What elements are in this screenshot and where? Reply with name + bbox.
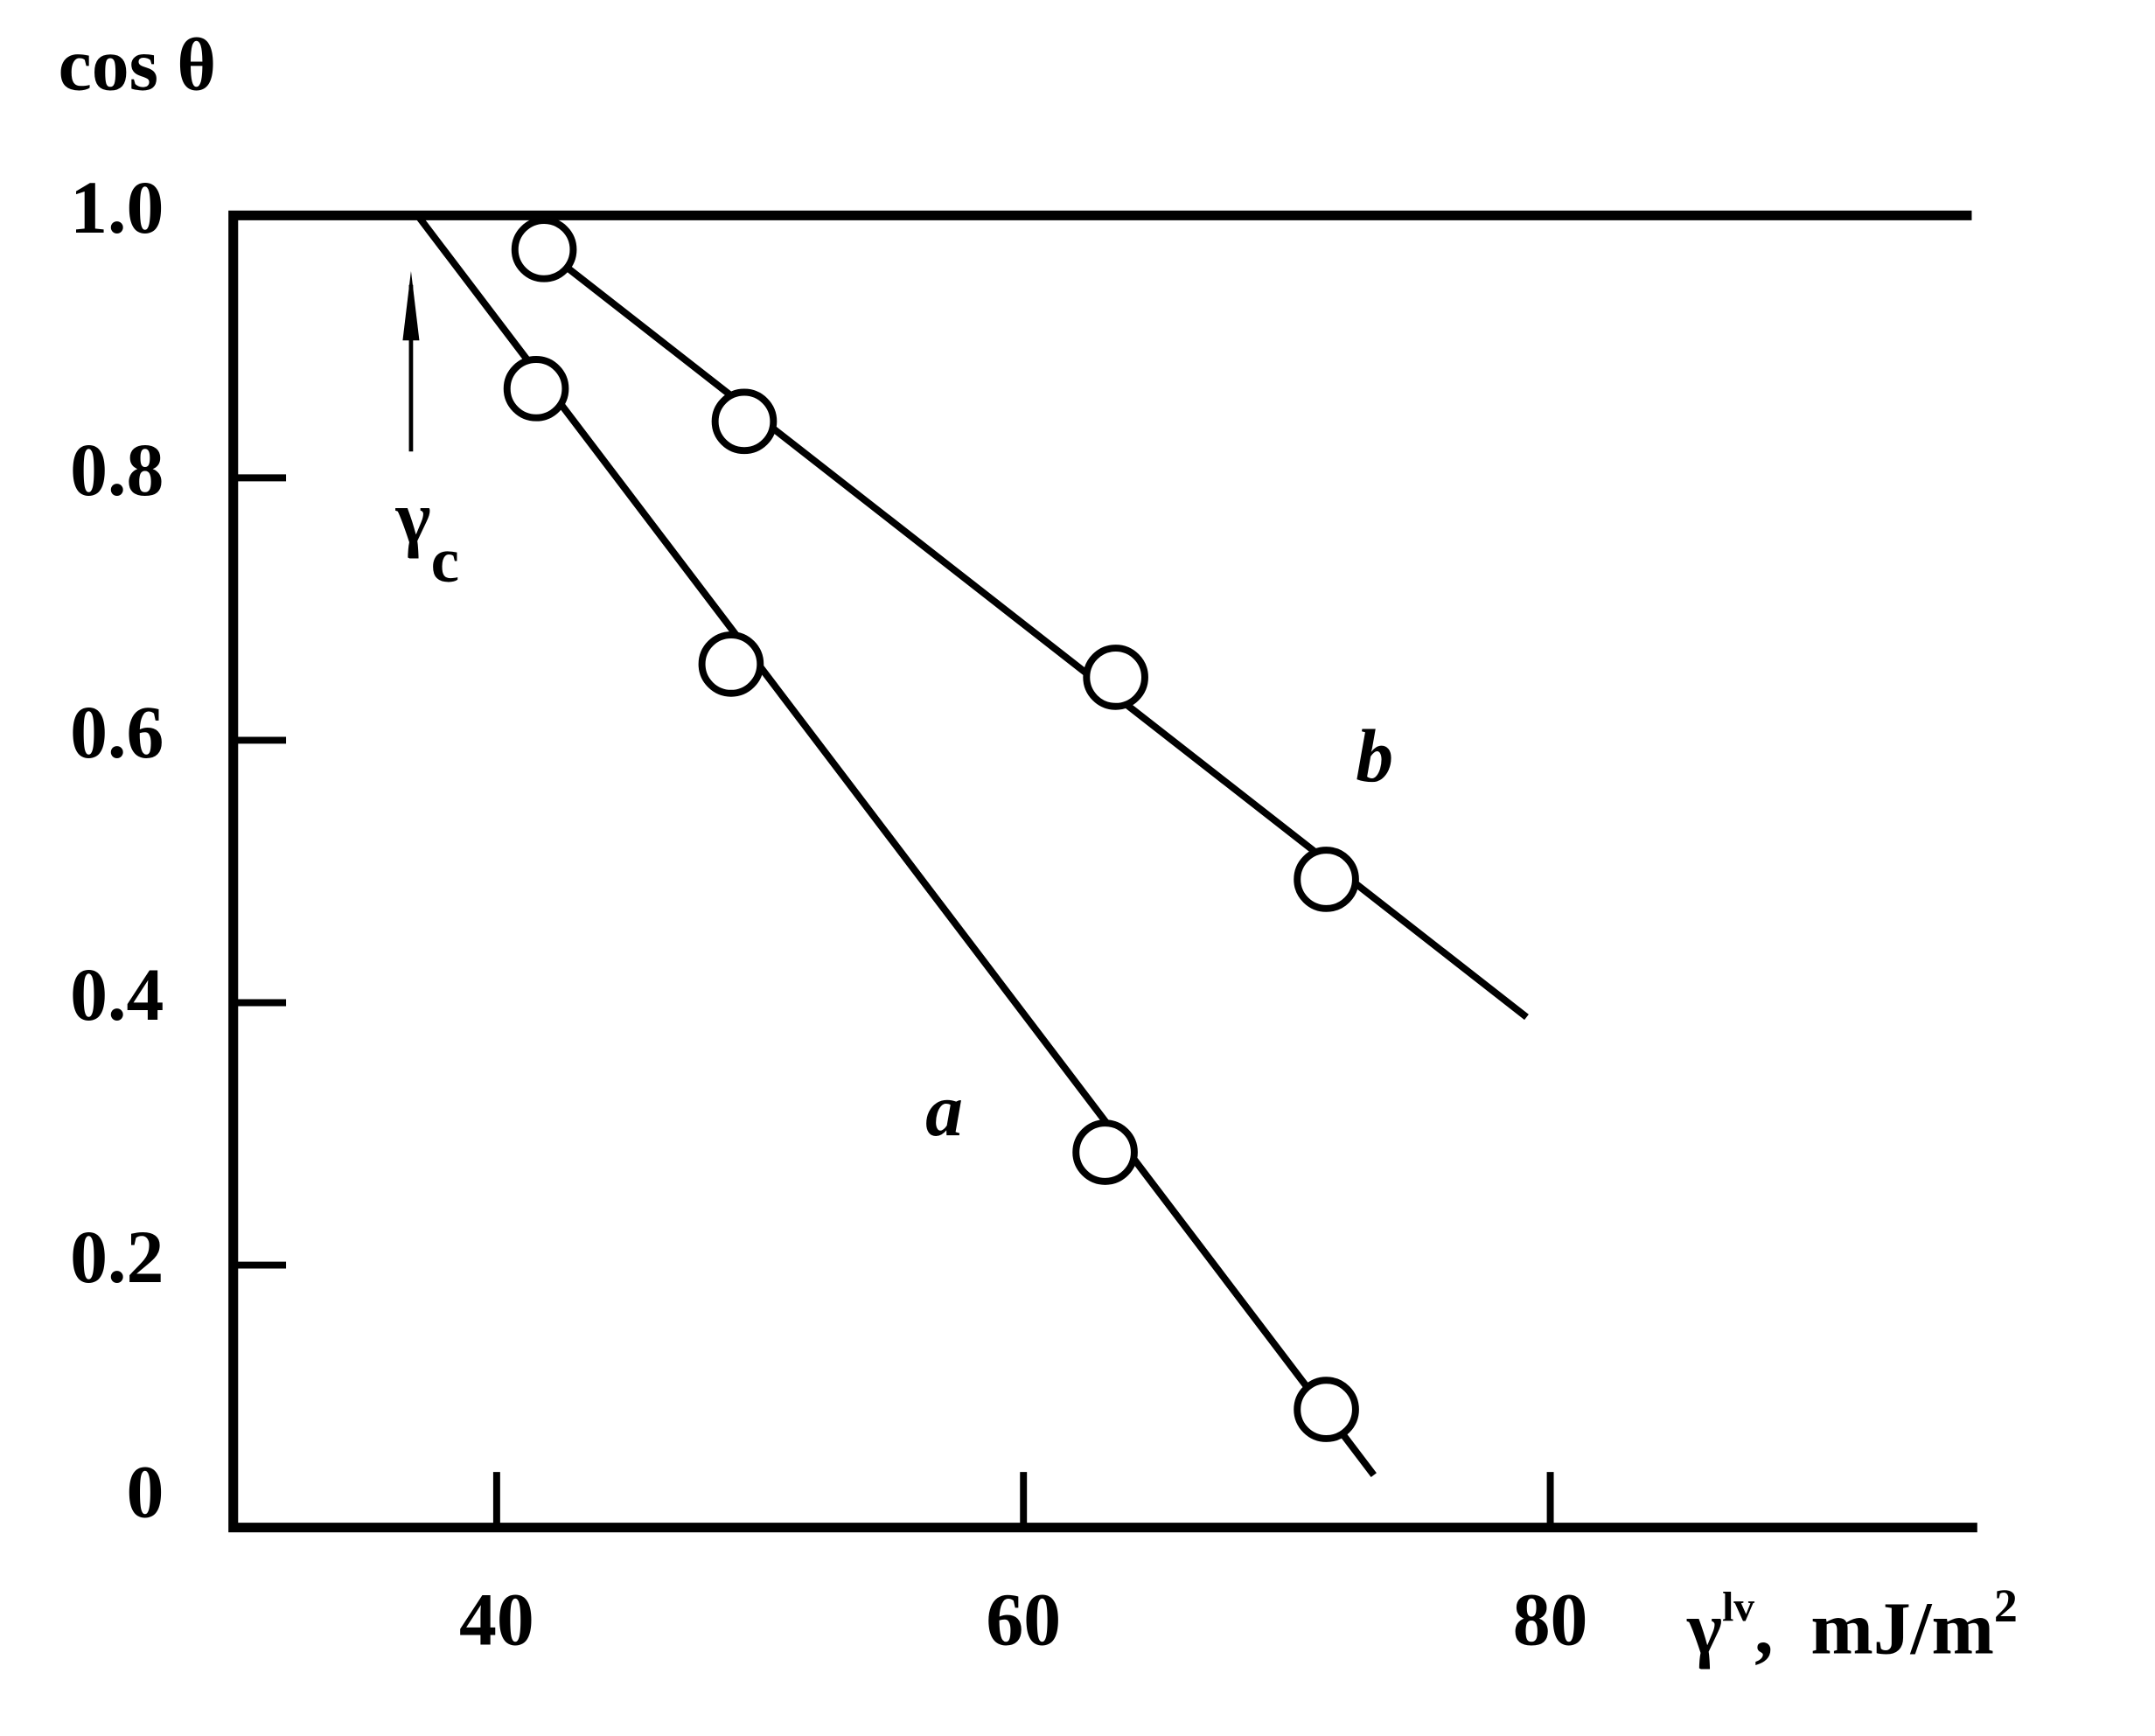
- y-tick-label: 0: [126, 1451, 164, 1534]
- x-tick-label: 60: [986, 1579, 1061, 1662]
- x-label-symbol: γ: [1686, 1586, 1722, 1670]
- series-label: b: [1356, 715, 1393, 798]
- data-point: [503, 356, 569, 422]
- x-label-unit-superscript: 2: [1994, 1579, 2018, 1632]
- data-point: [698, 631, 764, 697]
- annotation-subscript: c: [431, 525, 459, 596]
- y-tick-label: 0.4: [70, 953, 164, 1036]
- y-tick-label: 1.0: [70, 166, 164, 249]
- fit-line: [541, 247, 1529, 1021]
- x-tick-label: 40: [459, 1579, 534, 1662]
- data-point: [1083, 645, 1148, 710]
- fit-line: [415, 213, 1377, 1478]
- data-point: [1294, 1377, 1359, 1442]
- svg-text:γc: γc: [394, 476, 459, 596]
- y-tick-label: 0.6: [70, 691, 164, 774]
- series-label: a: [925, 1069, 963, 1152]
- data-point: [511, 217, 577, 282]
- y-axis-label: cos θ: [59, 23, 216, 106]
- gamma-c-annotation: γc: [394, 270, 459, 596]
- data-point: [711, 388, 778, 455]
- arrow-head: [402, 270, 420, 341]
- data-point: [1072, 1119, 1138, 1185]
- annotation-symbol: γ: [394, 476, 430, 559]
- axis-frame: [228, 210, 1977, 1533]
- data-point: [1294, 847, 1359, 912]
- x-axis-label: γlv, mJ/m2: [1686, 1579, 2018, 1670]
- x-label-unit: , mJ/m: [1754, 1586, 1994, 1670]
- y-tick-label: 0.8: [70, 429, 164, 512]
- y-tick-label: 0.2: [70, 1216, 164, 1299]
- x-tick-label: 80: [1513, 1579, 1588, 1662]
- x-label-superscript: lv: [1722, 1585, 1754, 1630]
